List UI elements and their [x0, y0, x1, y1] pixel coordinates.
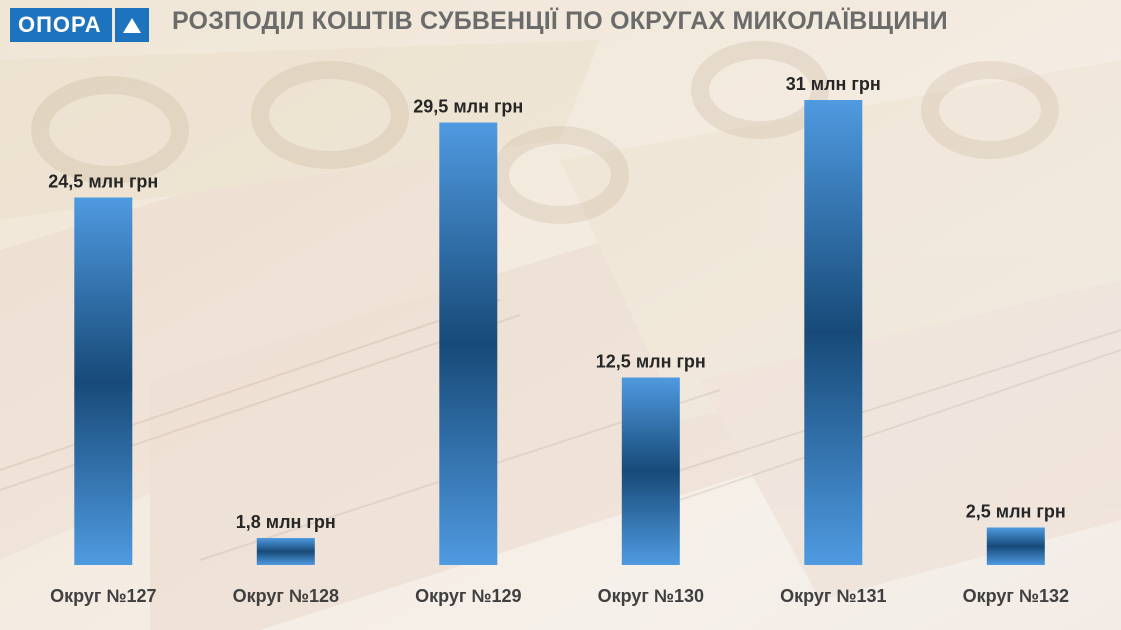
page-title: РОЗПОДІЛ КОШТІВ СУБВЕНЦІЇ ПО ОКРУГАХ МИК…	[172, 7, 948, 35]
value-label-3: 29,5 млн грн	[413, 97, 523, 117]
bar-2	[256, 538, 315, 565]
value-label-4: 12,5 млн грн	[596, 352, 706, 372]
category-label-5: Округ №131	[780, 586, 886, 606]
bar-6	[986, 527, 1045, 565]
bar-5	[804, 100, 863, 565]
value-label-5: 31 млн грн	[786, 74, 881, 94]
bar-3	[439, 122, 498, 565]
value-label-1: 24,5 млн грн	[48, 172, 158, 192]
value-label-6: 2,5 млн грн	[966, 502, 1066, 522]
opora-logo: ОПОРА	[10, 8, 149, 42]
category-label-6: Округ №132	[963, 586, 1069, 606]
category-label-2: Округ №128	[233, 586, 339, 606]
value-label-2: 1,8 млн грн	[236, 512, 336, 532]
category-label-4: Округ №130	[598, 586, 704, 606]
bar-4	[621, 377, 680, 565]
bar-1	[74, 197, 133, 565]
logo-triangle-icon	[114, 8, 149, 42]
logo-text: ОПОРА	[10, 8, 112, 42]
category-label-3: Округ №129	[415, 586, 521, 606]
category-label-1: Округ №127	[50, 586, 156, 606]
